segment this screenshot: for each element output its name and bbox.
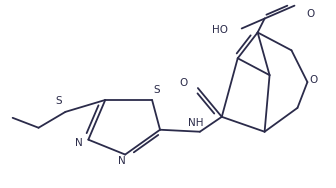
Text: S: S: [154, 85, 160, 95]
Text: O: O: [180, 78, 188, 88]
Text: O: O: [309, 75, 318, 85]
Text: S: S: [56, 96, 62, 106]
Text: N: N: [75, 138, 82, 148]
Text: N: N: [118, 156, 126, 167]
Text: O: O: [306, 9, 315, 19]
Text: NH: NH: [188, 118, 204, 128]
Text: HO: HO: [212, 25, 228, 36]
